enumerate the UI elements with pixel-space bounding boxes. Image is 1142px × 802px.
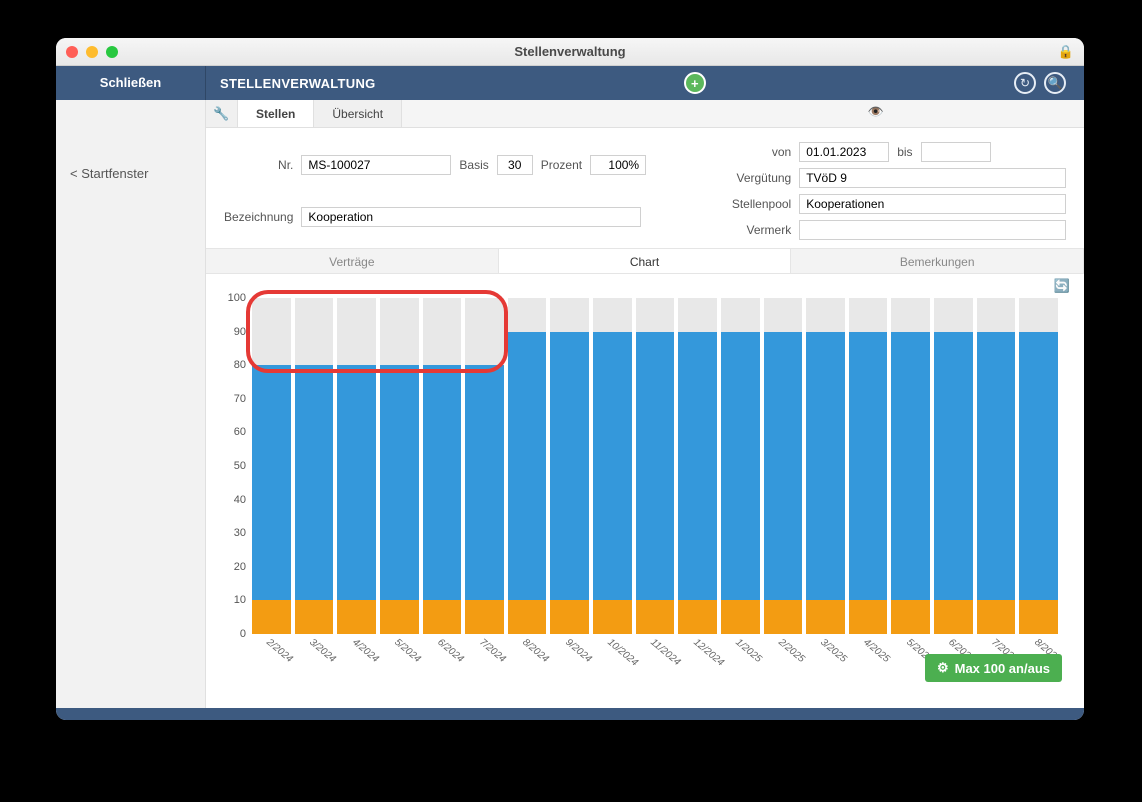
y-tick-label: 60: [234, 426, 246, 438]
settings-icon[interactable]: 🔧: [206, 100, 238, 127]
tab-uebersicht[interactable]: Übersicht: [314, 100, 402, 127]
prozent-field[interactable]: [590, 155, 646, 175]
max-100-label: Max 100 an/aus: [955, 661, 1050, 676]
bar-column: 1/2025: [719, 298, 762, 634]
bar-column: 6/2025: [932, 298, 975, 634]
lock-icon: 🔒: [1058, 44, 1074, 60]
y-tick-label: 30: [234, 527, 246, 539]
subtab-chart[interactable]: Chart: [499, 249, 792, 273]
label-verg: Vergütung: [732, 171, 791, 185]
x-tick-label: 11/2024: [648, 637, 682, 668]
close-window-icon[interactable]: [66, 46, 78, 58]
bar-column: 7/2025: [975, 298, 1018, 634]
x-tick-label: 3/2024: [307, 637, 338, 665]
add-icon[interactable]: +: [684, 72, 706, 94]
y-tick-label: 10: [234, 594, 246, 606]
y-tick-label: 40: [234, 494, 246, 506]
occupancy-chart: 0102030405060708090100 2/20243/20244/202…: [220, 298, 1060, 634]
sidebar: < Startfenster: [56, 100, 206, 708]
label-nr: Nr.: [224, 158, 293, 172]
y-tick-label: 0: [240, 628, 246, 640]
bar-column: 9/2024: [548, 298, 591, 634]
x-tick-label: 4/2025: [861, 637, 892, 665]
eye-icon[interactable]: 👁️: [868, 104, 884, 120]
traffic-lights: [66, 46, 118, 58]
label-bis: bis: [897, 145, 912, 159]
label-prozent: Prozent: [541, 158, 582, 172]
x-tick-label: 8/2024: [520, 637, 551, 665]
x-tick-label: 4/2024: [350, 637, 381, 665]
max-100-button[interactable]: ⚙ Max 100 an/aus: [925, 654, 1062, 682]
bar-column: 10/2024: [591, 298, 634, 634]
x-tick-label: 9/2024: [563, 637, 594, 665]
x-tick-label: 3/2025: [819, 637, 850, 665]
details-form: Nr. Basis Prozent Bezeichnung von: [206, 128, 1084, 248]
bar-column: 5/2024: [378, 298, 421, 634]
detail-tabs: Verträge Chart Bemerkungen: [206, 248, 1084, 274]
bar-column: 12/2024: [676, 298, 719, 634]
verguetung-field[interactable]: [799, 168, 1066, 188]
subtab-bemerkungen[interactable]: Bemerkungen: [791, 249, 1084, 273]
toolbar: Schließen STELLENVERWALTUNG + ↻ 🔍: [56, 66, 1084, 100]
window-title: Stellenverwaltung: [56, 44, 1084, 59]
x-tick-label: 1/2025: [733, 637, 764, 665]
app-window: Stellenverwaltung 🔒 Schließen STELLENVER…: [56, 38, 1084, 720]
bar-column: 8/2025: [1017, 298, 1060, 634]
footer-bar: [56, 708, 1084, 720]
y-tick-label: 80: [234, 359, 246, 371]
label-von: von: [732, 145, 791, 159]
close-button[interactable]: Schließen: [56, 66, 206, 100]
bar-column: 8/2024: [506, 298, 549, 634]
label-bez: Bezeichnung: [224, 210, 293, 224]
label-basis: Basis: [459, 158, 488, 172]
subtab-vertraege[interactable]: Verträge: [206, 249, 499, 273]
bar-column: 6/2024: [421, 298, 464, 634]
titlebar: Stellenverwaltung 🔒: [56, 38, 1084, 66]
y-tick-label: 100: [228, 292, 246, 304]
x-tick-label: 10/2024: [605, 637, 640, 669]
x-tick-label: 6/2024: [435, 637, 466, 665]
tabs-row: 🔧 Stellen Übersicht 👁️: [206, 100, 1084, 128]
bar-column: 4/2024: [335, 298, 378, 634]
sidebar-item-start[interactable]: < Startfenster: [56, 160, 205, 187]
x-tick-label: 5/2024: [392, 637, 423, 665]
x-tick-label: 2/2024: [264, 637, 295, 665]
bar-column: 3/2025: [804, 298, 847, 634]
search-icon[interactable]: 🔍: [1044, 72, 1066, 94]
minimize-window-icon[interactable]: [86, 46, 98, 58]
gear-icon: ⚙: [937, 660, 949, 676]
x-tick-label: 2/2025: [776, 637, 807, 665]
bar-column: 2/2024: [250, 298, 293, 634]
y-tick-label: 90: [234, 326, 246, 338]
basis-field[interactable]: [497, 155, 533, 175]
bar-column: 3/2024: [293, 298, 336, 634]
bar-column: 4/2025: [847, 298, 890, 634]
chart-refresh-icon[interactable]: 🔄: [1054, 278, 1070, 294]
x-tick-label: 7/2024: [478, 637, 509, 665]
stellenpool-field[interactable]: [799, 194, 1066, 214]
bar-column: 5/2025: [889, 298, 932, 634]
zoom-window-icon[interactable]: [106, 46, 118, 58]
bar-column: 7/2024: [463, 298, 506, 634]
vermerk-field[interactable]: [799, 220, 1066, 240]
toolbar-heading: STELLENVERWALTUNG: [206, 76, 376, 91]
bar-column: 11/2024: [634, 298, 677, 634]
tab-stellen[interactable]: Stellen: [238, 100, 314, 127]
bezeichnung-field[interactable]: [301, 207, 641, 227]
nr-field[interactable]: [301, 155, 451, 175]
refresh-icon[interactable]: ↻: [1014, 72, 1036, 94]
bis-field[interactable]: [921, 142, 991, 162]
main-panel: 🔧 Stellen Übersicht 👁️ Nr. Basis Prozent…: [206, 100, 1084, 708]
chart-area: 🔄 0102030405060708090100 2/20243/20244/2…: [206, 274, 1084, 708]
y-tick-label: 20: [234, 561, 246, 573]
von-field[interactable]: [799, 142, 889, 162]
label-vermerk: Vermerk: [732, 223, 791, 237]
label-pool: Stellenpool: [732, 197, 791, 211]
y-tick-label: 50: [234, 460, 246, 472]
y-tick-label: 70: [234, 393, 246, 405]
bar-column: 2/2025: [762, 298, 805, 634]
x-tick-label: 12/2024: [691, 637, 726, 669]
